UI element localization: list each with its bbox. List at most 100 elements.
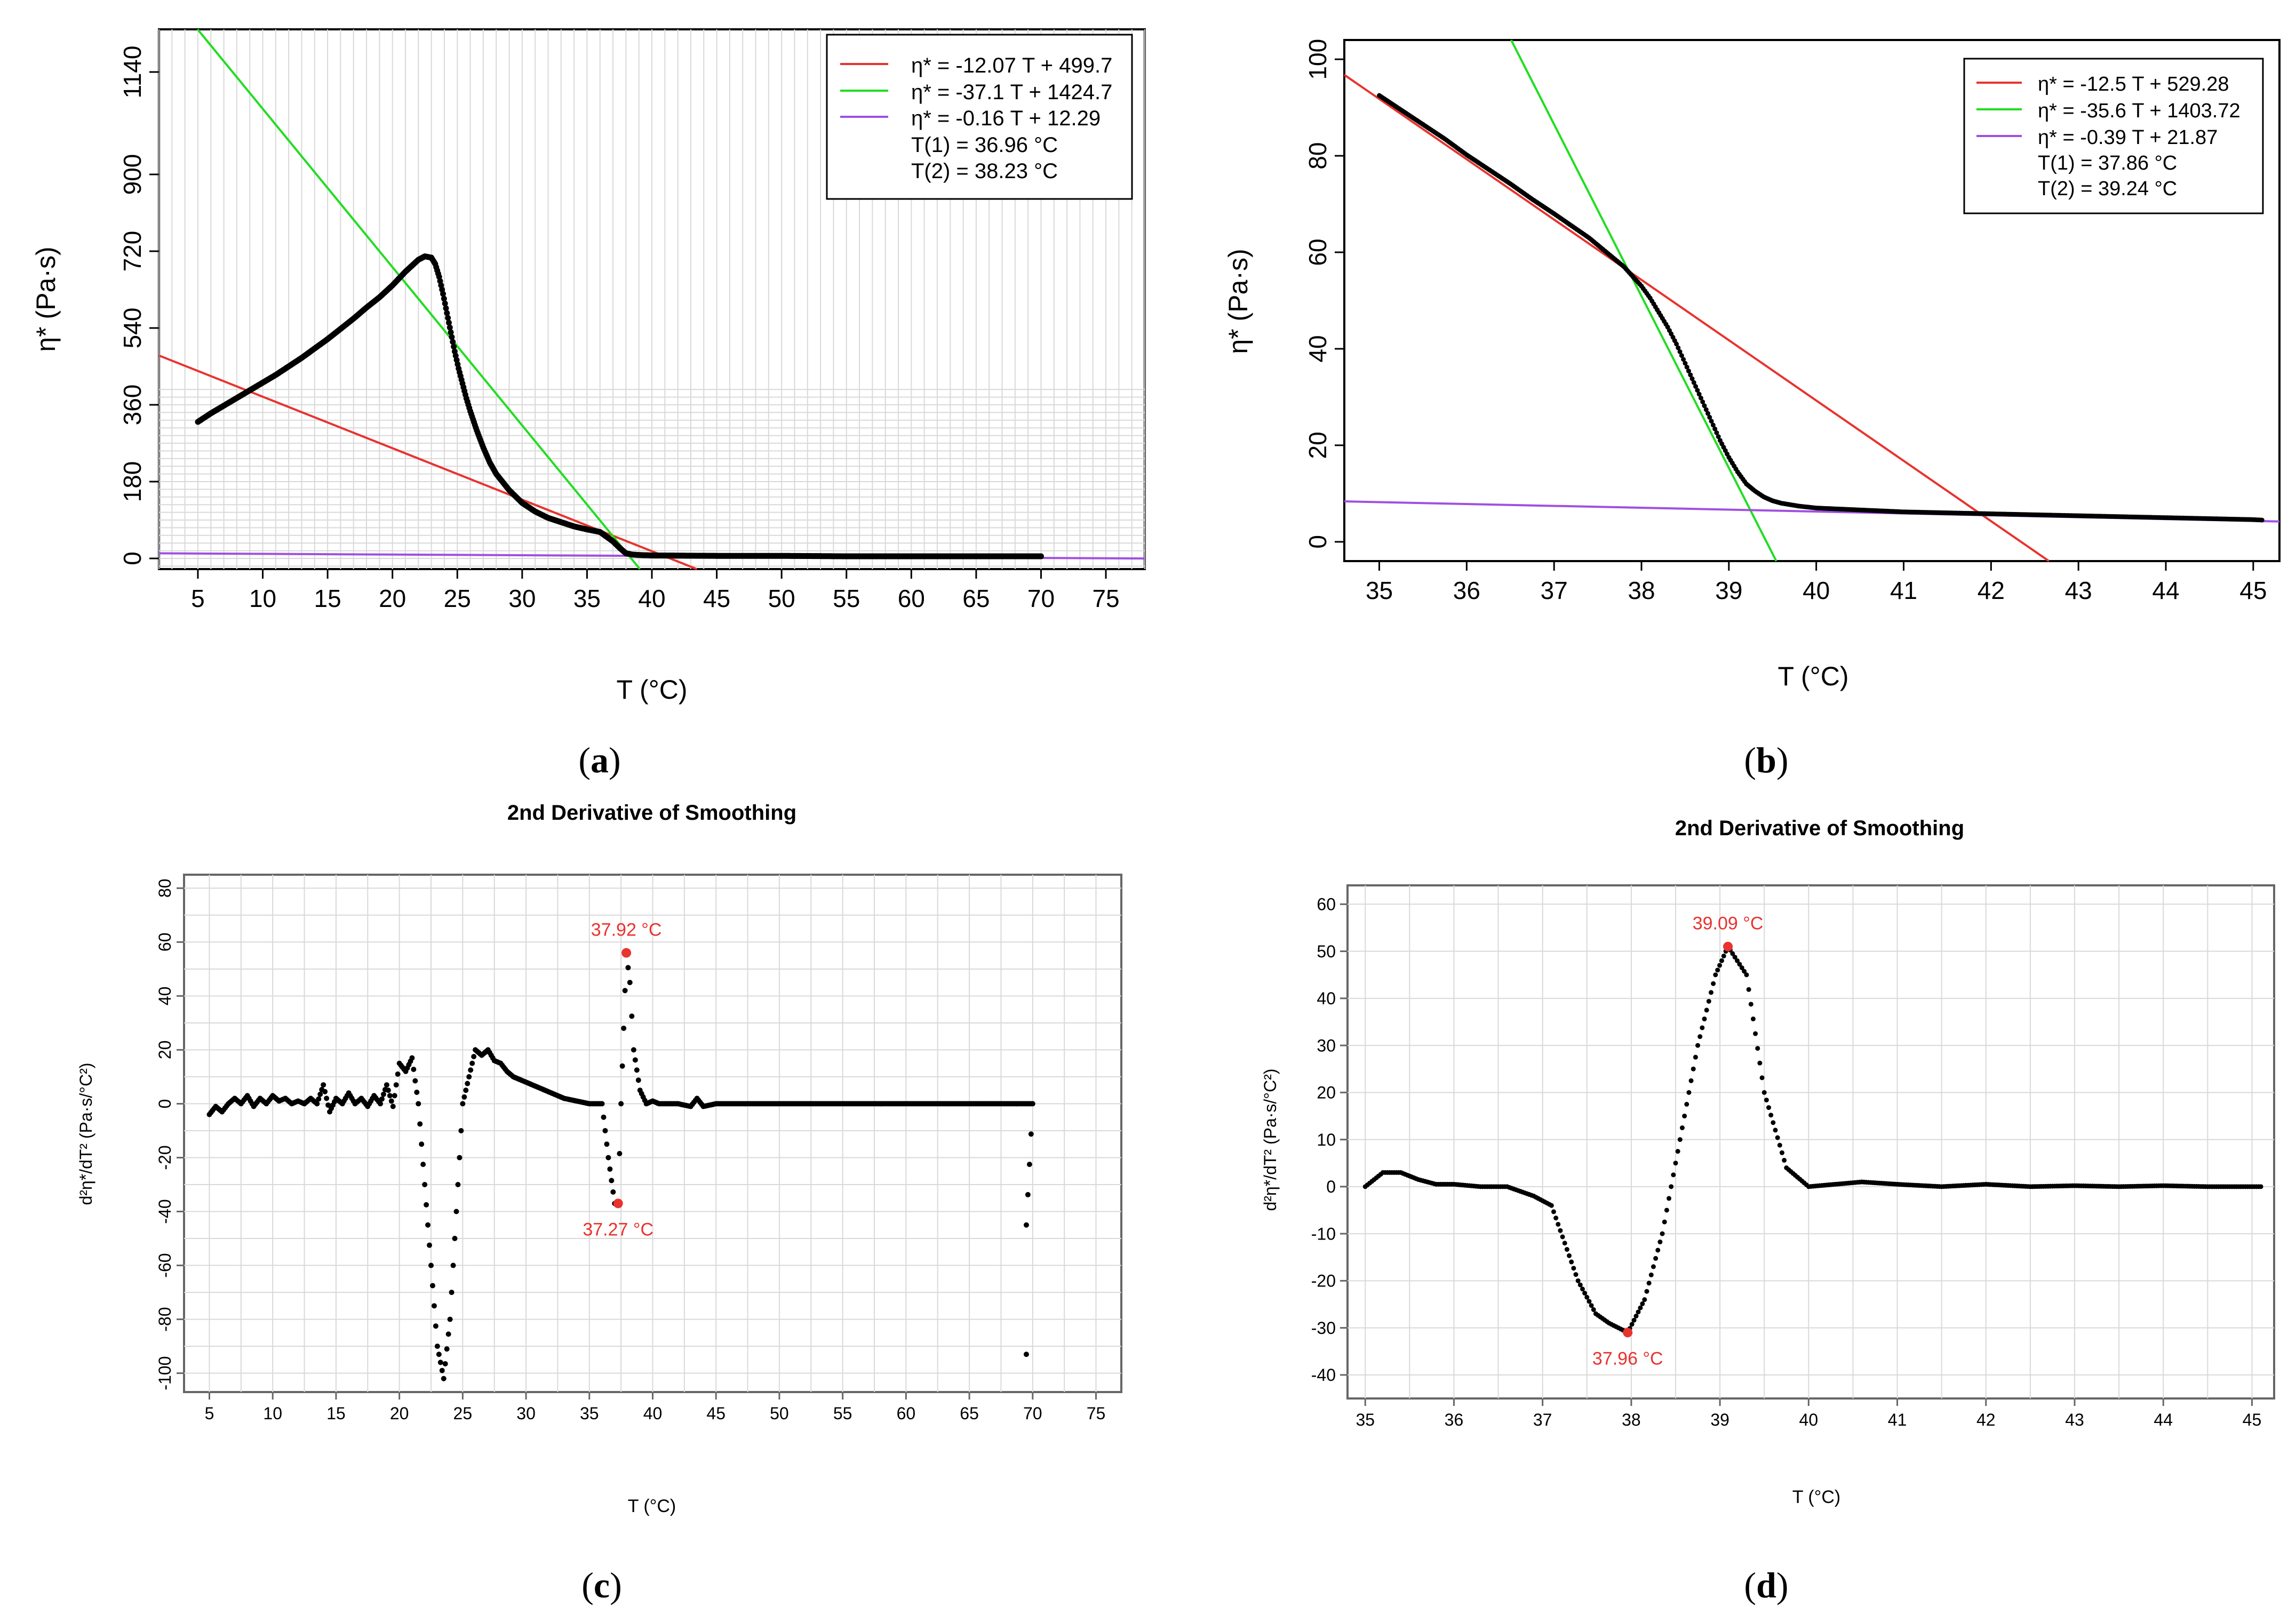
data-point [1587,1299,1592,1304]
data-point [1691,380,1696,385]
data-point [1755,1046,1760,1051]
legend-a: η* = -12.07 T + 499.7 η* = -37.1 T + 142… [826,34,1133,200]
data-point [1697,1034,1703,1040]
data-point [1564,1247,1569,1252]
grid-d [1348,885,2274,1398]
data-point [1648,1272,1654,1277]
data-point [441,1376,447,1381]
y-tick-label: -30 [1311,1318,1336,1338]
data-point [451,343,457,350]
data-point [625,965,631,971]
data-point [1686,369,1691,374]
data-point [468,1067,474,1073]
data-point [1764,1097,1769,1102]
x-tick-label: 39 [1715,577,1742,604]
data-point [417,1121,423,1127]
x-tick-label: 35 [1356,1410,1375,1429]
y-tick-label: -10 [1311,1224,1336,1243]
data-point [1703,407,1709,412]
x-tick-label: 55 [833,1404,852,1423]
data-point [1771,1120,1776,1125]
chart-title-c: 2nd Derivative of Smoothing [507,801,796,825]
data-point [1558,1228,1563,1233]
data-point [1730,951,1735,956]
x-tick-label: 40 [643,1404,663,1423]
data-point [1689,376,1695,381]
data-point [1746,987,1751,992]
x-tick-label: 10 [263,1404,282,1423]
x-tick-label: 45 [703,585,730,612]
data-point [1695,388,1700,393]
y-ticks-d: -40 -30 -20 -10 0 10 20 30 40 50 60 [1311,895,1348,1385]
data-point [325,1102,331,1108]
data-point [1629,1322,1635,1327]
fit-line [1343,74,2050,562]
x-tick-label: 65 [962,585,990,612]
legend-b: η* = -12.5 T + 529.28 η* = -35.6 T + 140… [1963,58,2264,214]
x-tick-label: 36 [1445,1410,1464,1429]
x-tick-label: 42 [1978,577,2005,604]
legend-t2-a: T(2) = 38.23 °C [911,159,1058,183]
data-point [1696,391,1702,397]
y-tick-label: 60 [155,933,174,952]
x-tick-label: 35 [580,1404,599,1423]
legend-box-a [826,34,1133,200]
annotation-label: 39.09 °C [1693,914,1764,934]
data-point [2258,1184,2263,1189]
y-tick-label: 540 [118,308,146,349]
data-point [1684,364,1689,370]
x-tick-label: 38 [1622,1410,1641,1429]
data-point [2259,517,2265,523]
y-ticks-b: 0 20 40 60 80 100 [1304,39,1344,549]
data-point [425,1222,431,1228]
data-point [635,1077,641,1083]
fit-line [158,354,698,570]
data-point [447,324,453,331]
data-point [1716,434,1721,439]
x-ticks-d: 35 36 37 38 39 40 41 42 43 44 45 [1356,1398,2261,1429]
panel-label-c-open: ( [581,1565,594,1605]
data-point [1695,1043,1701,1048]
data-point [1560,1234,1565,1240]
data-point [1679,353,1684,358]
data-point [445,315,451,321]
x-ticks-c: 5 10 15 20 25 30 35 40 45 50 55 60 65 70 75 [205,1392,1105,1423]
data-point [1025,1192,1031,1197]
data-point [424,1202,429,1208]
data-point [1737,962,1742,967]
x-tick-label: 40 [1803,577,1830,604]
data-point [1633,1314,1639,1319]
data-point [1644,1289,1649,1294]
data-point [1693,1054,1698,1060]
data-point [1683,361,1688,366]
data-point [1030,1101,1035,1107]
data-point [1702,403,1707,409]
panel-label-a: (a) [578,740,620,780]
x-tick-label: 36 [1453,577,1480,604]
panel-label-b: (b) [1744,740,1788,780]
x-tick-label: 45 [2239,577,2267,604]
x-tick-label: 38 [1628,577,1655,604]
y-tick-label: 30 [1317,1036,1336,1055]
x-tick-label: 50 [770,1404,789,1423]
data-point [627,980,633,986]
data-point [393,1082,399,1088]
panel-label-d: (d) [1744,1565,1788,1605]
chart-title-d: 2nd Derivative of Smoothing [1675,817,1964,840]
data-point [1575,1278,1581,1283]
y-tick-label: -80 [155,1307,174,1331]
legend-entry-a-2: η* = -37.1 T + 1424.7 [911,81,1112,104]
x-tick-label: 50 [768,585,795,612]
data-point [610,1189,616,1195]
y-tick-label: -60 [155,1253,174,1277]
data-point [1677,349,1683,354]
data-point [602,1128,608,1133]
annotated-point [1723,941,1733,952]
data-point [453,1209,459,1214]
data-point [395,1071,401,1077]
data-point [1707,414,1712,420]
data-point [1567,1253,1572,1258]
data-point [1782,1157,1787,1163]
panel-label-b-open: ( [1744,740,1756,780]
data-point [1584,1294,1590,1300]
